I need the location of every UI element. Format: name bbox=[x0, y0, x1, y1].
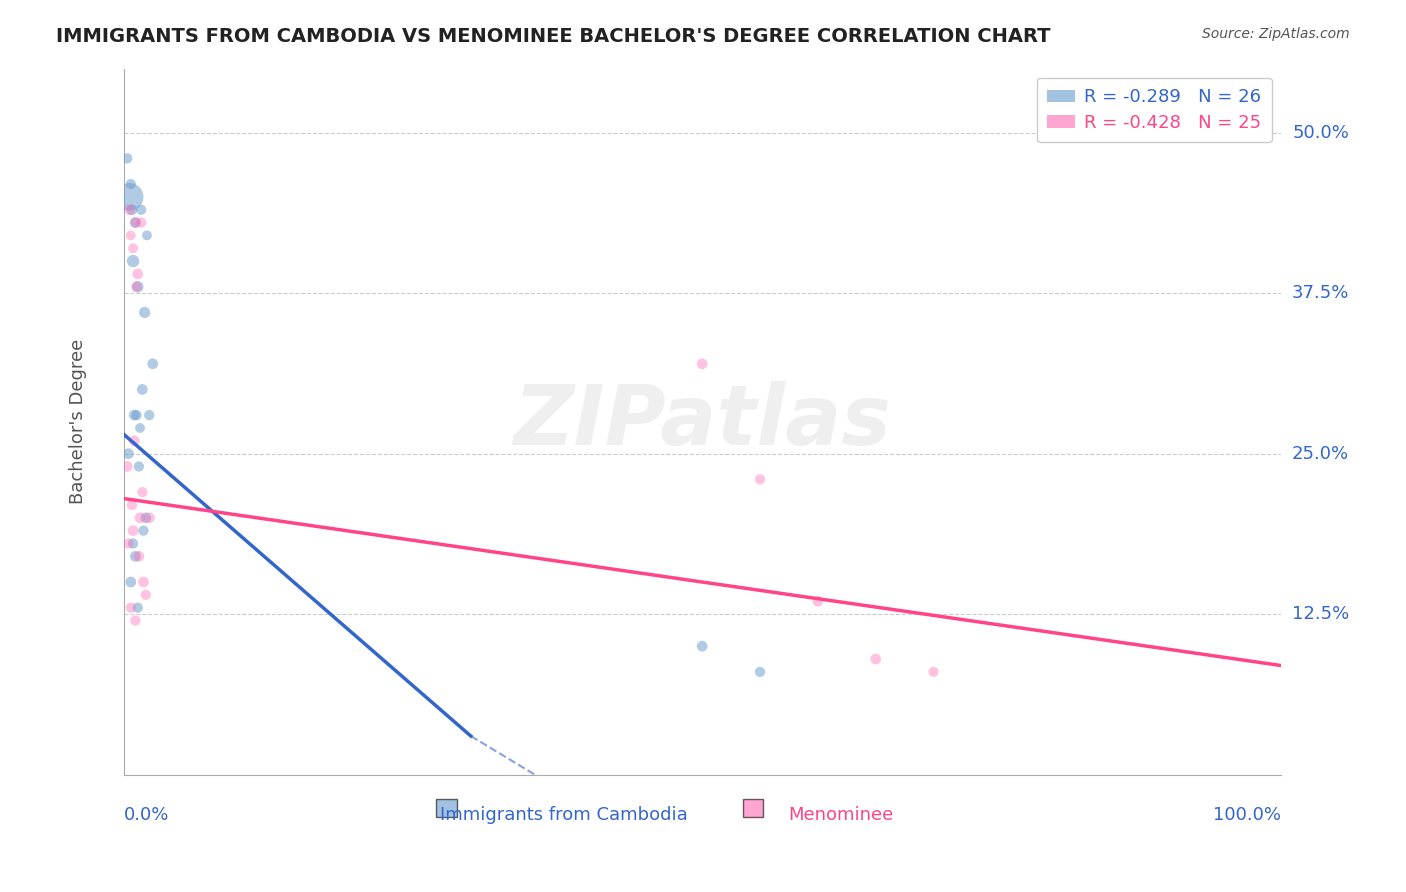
Point bbox=[127, 267, 149, 281]
Point bbox=[127, 279, 149, 293]
Point bbox=[128, 459, 150, 474]
Point bbox=[807, 594, 830, 608]
Point bbox=[138, 408, 160, 422]
Point bbox=[122, 536, 145, 550]
Point bbox=[749, 472, 772, 486]
Point bbox=[122, 524, 145, 538]
Text: Bachelor's Degree: Bachelor's Degree bbox=[69, 339, 87, 504]
Point bbox=[120, 574, 142, 589]
Point bbox=[118, 190, 141, 204]
Legend: R = -0.289   N = 26, R = -0.428   N = 25: R = -0.289 N = 26, R = -0.428 N = 25 bbox=[1036, 78, 1271, 143]
Point bbox=[124, 216, 146, 230]
Text: 100.0%: 100.0% bbox=[1212, 806, 1281, 824]
Point bbox=[136, 228, 159, 243]
FancyBboxPatch shape bbox=[436, 799, 457, 817]
Point bbox=[124, 549, 146, 564]
Point bbox=[125, 408, 148, 422]
Point bbox=[122, 408, 145, 422]
Point bbox=[132, 524, 155, 538]
Text: 37.5%: 37.5% bbox=[1292, 285, 1350, 302]
Point bbox=[124, 614, 146, 628]
FancyBboxPatch shape bbox=[742, 799, 763, 817]
Point bbox=[117, 447, 139, 461]
Point bbox=[135, 588, 157, 602]
Point bbox=[120, 228, 142, 243]
Text: Immigrants from Cambodia: Immigrants from Cambodia bbox=[440, 806, 688, 824]
Point bbox=[121, 202, 143, 217]
Point bbox=[132, 574, 155, 589]
Point bbox=[134, 305, 156, 319]
Text: Menominee: Menominee bbox=[789, 806, 894, 824]
Point bbox=[117, 152, 139, 166]
Point bbox=[922, 665, 945, 679]
Point bbox=[135, 511, 157, 525]
Point bbox=[122, 434, 145, 448]
Point bbox=[129, 216, 152, 230]
Point bbox=[131, 383, 153, 397]
Point bbox=[117, 459, 139, 474]
Point bbox=[120, 600, 142, 615]
Point bbox=[121, 498, 143, 512]
Point bbox=[690, 357, 713, 371]
Text: 25.0%: 25.0% bbox=[1292, 444, 1350, 463]
Text: ZIPatlas: ZIPatlas bbox=[513, 381, 891, 462]
Point bbox=[749, 665, 772, 679]
Point bbox=[127, 600, 149, 615]
Point bbox=[129, 202, 152, 217]
Point bbox=[129, 511, 152, 525]
Point bbox=[142, 357, 165, 371]
Point bbox=[138, 511, 160, 525]
Text: IMMIGRANTS FROM CAMBODIA VS MENOMINEE BACHELOR'S DEGREE CORRELATION CHART: IMMIGRANTS FROM CAMBODIA VS MENOMINEE BA… bbox=[56, 27, 1050, 45]
Point bbox=[865, 652, 887, 666]
Point bbox=[118, 202, 141, 217]
Point bbox=[128, 549, 150, 564]
Point bbox=[122, 254, 145, 268]
Point bbox=[690, 639, 713, 653]
Point bbox=[131, 485, 153, 500]
Text: 12.5%: 12.5% bbox=[1292, 605, 1350, 624]
Point bbox=[120, 177, 142, 191]
Point bbox=[124, 216, 146, 230]
Text: Source: ZipAtlas.com: Source: ZipAtlas.com bbox=[1202, 27, 1350, 41]
Point bbox=[129, 421, 152, 435]
Text: 0.0%: 0.0% bbox=[124, 806, 169, 824]
Text: 50.0%: 50.0% bbox=[1292, 124, 1348, 142]
Point bbox=[117, 536, 139, 550]
Point bbox=[125, 279, 148, 293]
Point bbox=[122, 241, 145, 255]
